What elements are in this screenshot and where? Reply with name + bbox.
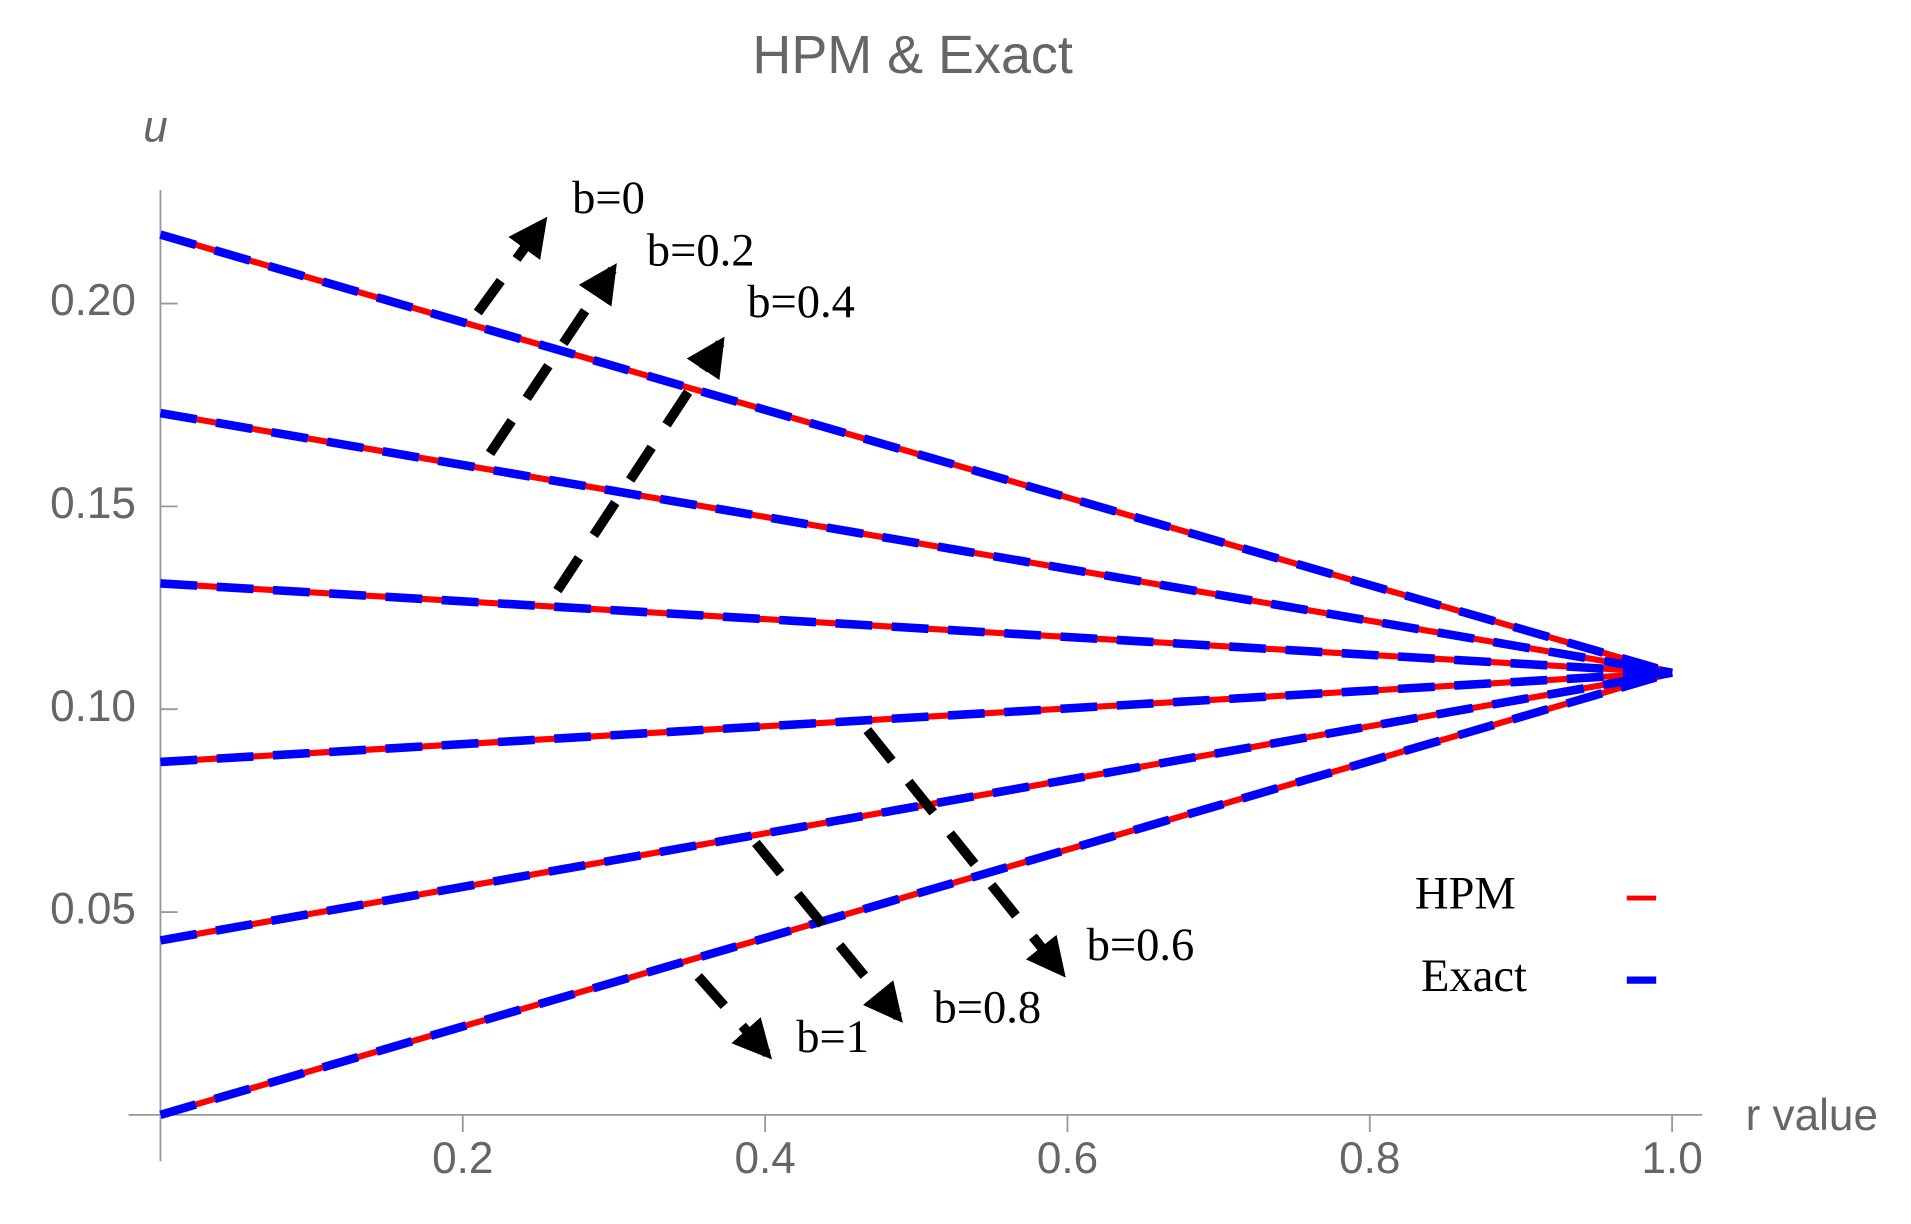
y-tick-label: 0.20 xyxy=(50,276,136,325)
legend-label: HPM xyxy=(1415,869,1516,920)
annotation: b=0.8 xyxy=(933,983,1041,1034)
x-axis-label: r value xyxy=(1746,1091,1878,1140)
x-tick-label: 0.4 xyxy=(734,1134,795,1183)
y-tick-label: 0.15 xyxy=(50,479,136,528)
x-tick-label: 1.0 xyxy=(1641,1134,1702,1183)
annotation: b=0 xyxy=(572,173,645,224)
annotation-arrow xyxy=(752,839,903,1023)
x-tick-label: 0.8 xyxy=(1339,1134,1400,1183)
legend-label: Exact xyxy=(1421,951,1527,1002)
annotation: b=0.4 xyxy=(747,277,855,328)
line xyxy=(159,408,1673,677)
annotation-arrow xyxy=(863,727,1066,978)
y-tick-label: 0.05 xyxy=(50,885,136,934)
annotation-arrow xyxy=(694,973,773,1060)
annotation-arrow xyxy=(553,336,725,594)
annotation: b=0.6 xyxy=(1087,920,1195,971)
annotation-arrow xyxy=(485,263,617,457)
line xyxy=(159,230,1674,677)
line xyxy=(159,668,1674,1119)
y-axis-label: u xyxy=(143,103,168,152)
x-tick-label: 0.2 xyxy=(432,1134,493,1183)
line xyxy=(159,668,1673,945)
line xyxy=(160,579,1673,677)
line xyxy=(160,668,1673,767)
chart-title: HPM & Exact xyxy=(752,25,1072,85)
x-tick-label: 0.6 xyxy=(1037,1134,1098,1183)
annotation-arrow xyxy=(473,216,548,316)
annotation: b=1 xyxy=(796,1012,869,1063)
annotation: b=0.2 xyxy=(647,226,755,277)
y-tick-label: 0.10 xyxy=(50,682,136,731)
